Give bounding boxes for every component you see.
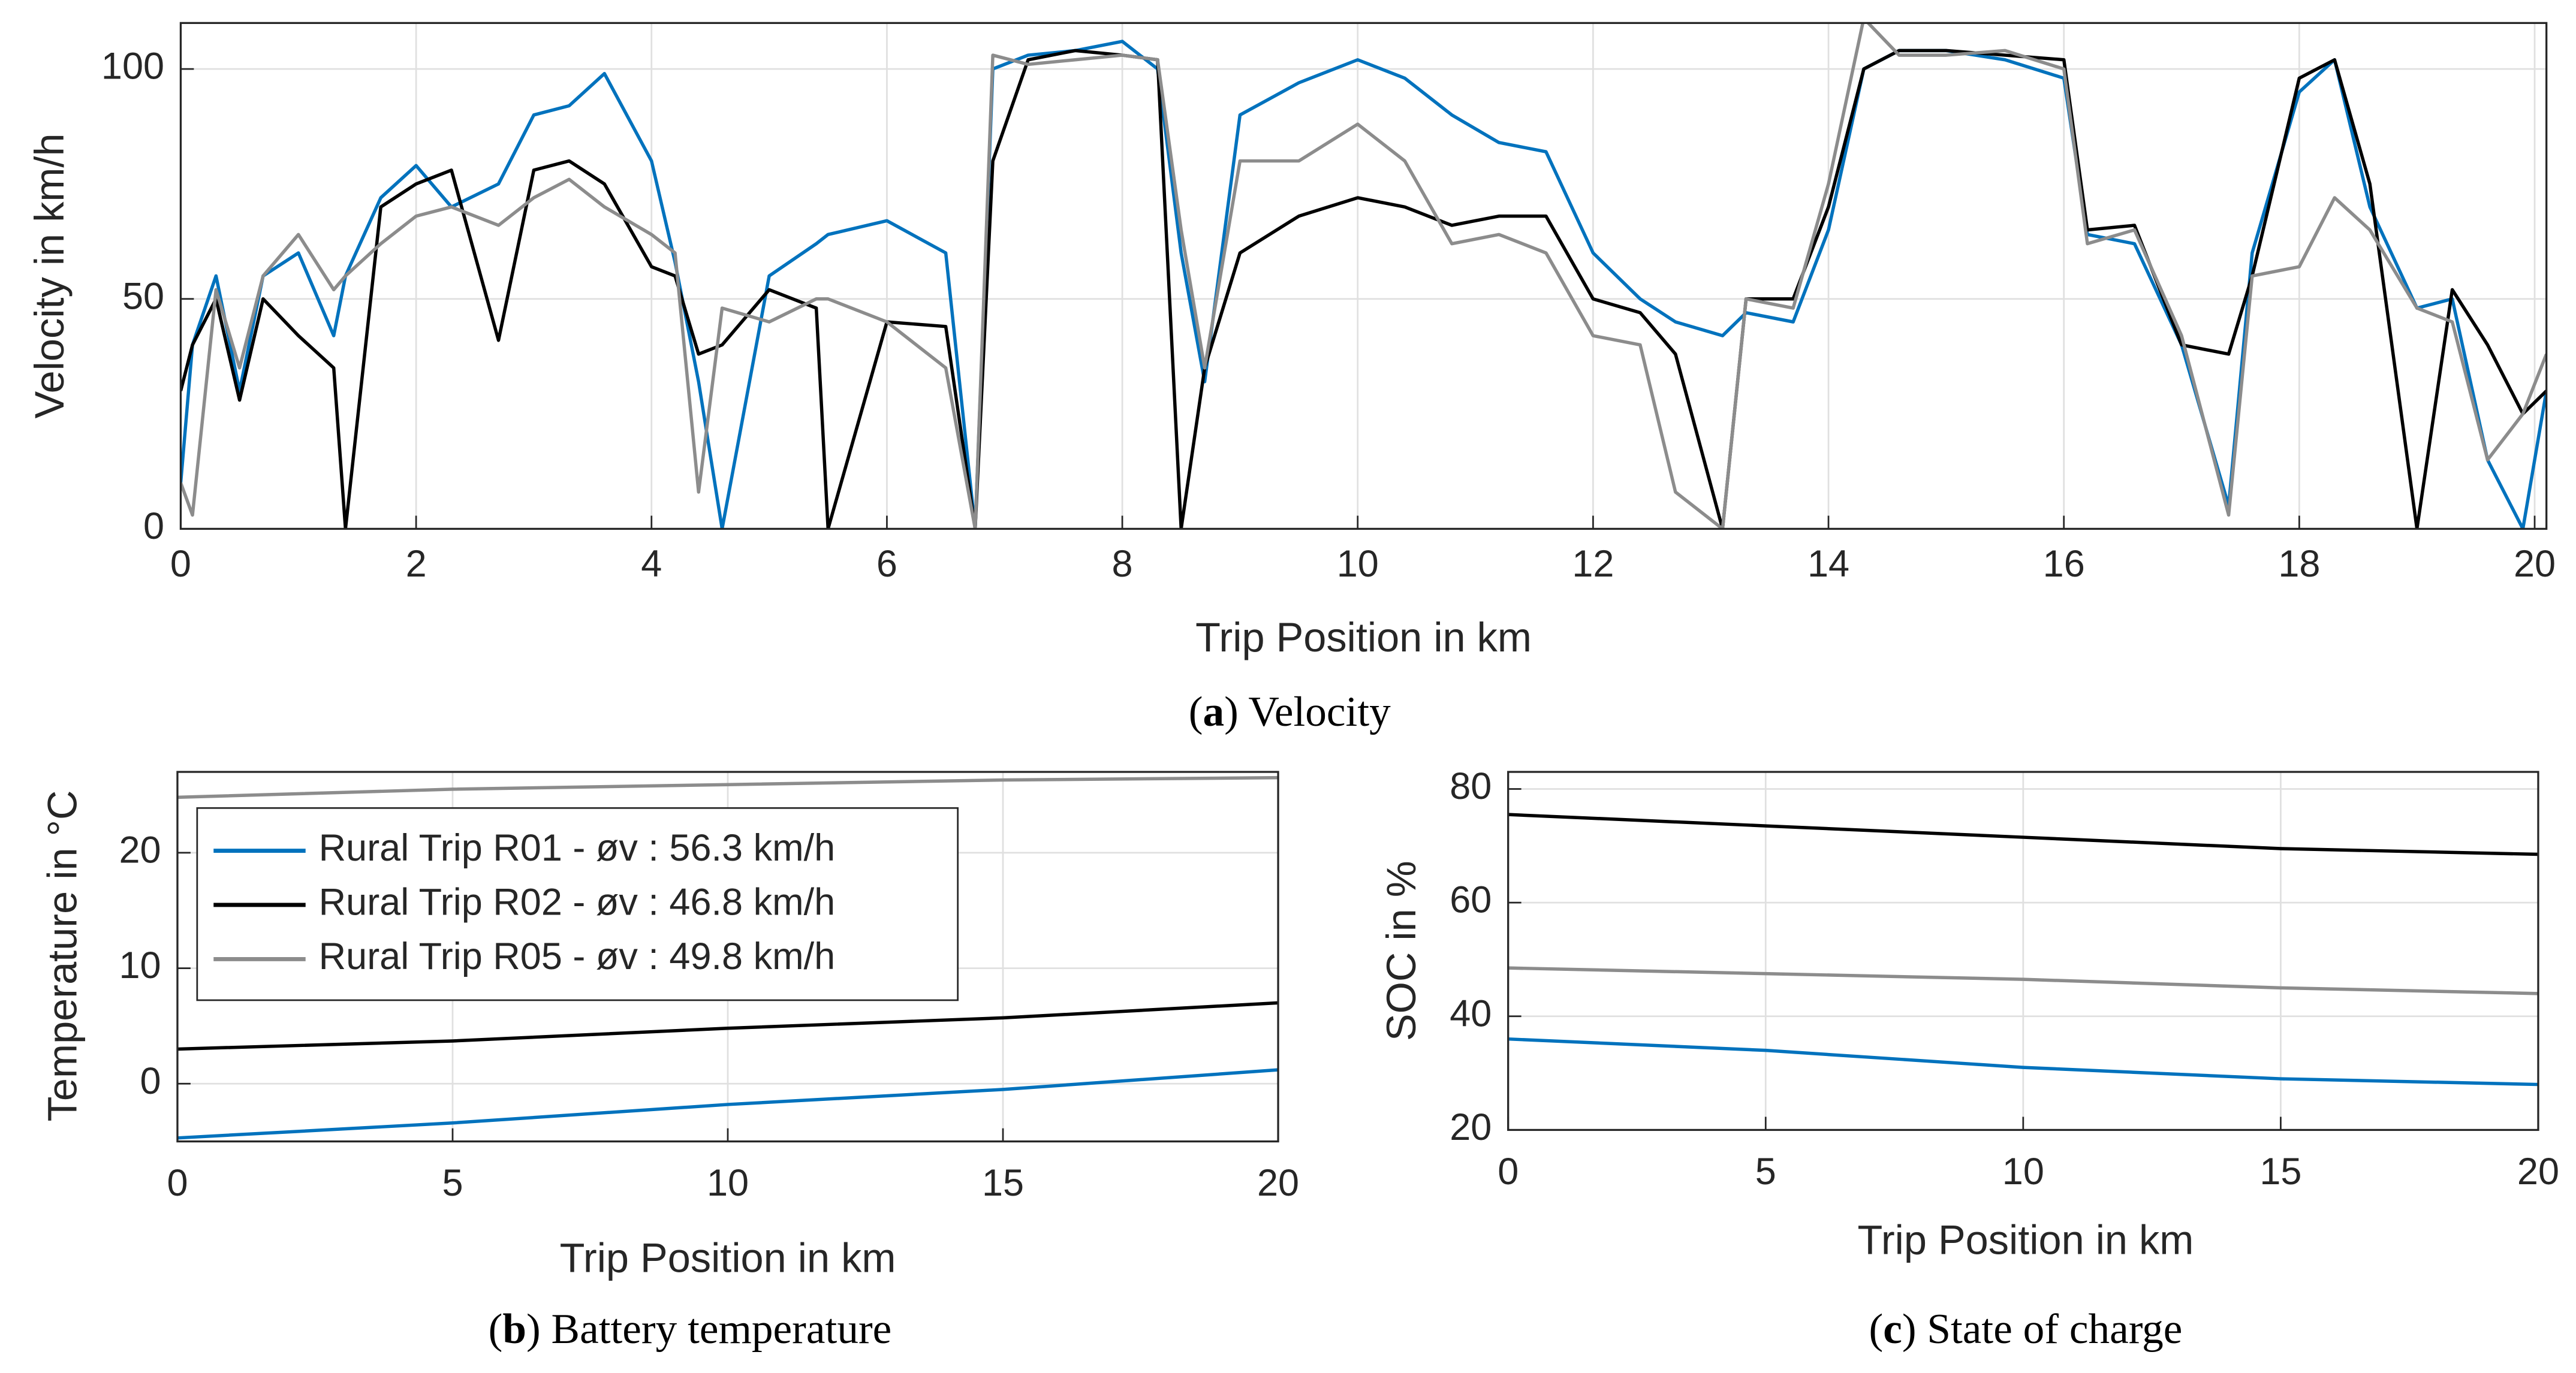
x-tick-label: 0 bbox=[167, 1162, 188, 1204]
caption-part: ) State of charge bbox=[1902, 1306, 2183, 1353]
series-line bbox=[177, 1001, 1279, 1051]
caption-part: ( bbox=[489, 1306, 503, 1353]
y-tick-label: 40 bbox=[1450, 992, 1492, 1034]
plot-frame bbox=[176, 771, 1279, 1143]
series-line bbox=[180, 40, 2547, 529]
x-tick-label: 6 bbox=[876, 543, 897, 585]
caption: (a) Velocity bbox=[1189, 689, 1391, 735]
x-tick-label: 0 bbox=[1498, 1151, 1519, 1193]
y-axis-label: Velocity in km/h bbox=[26, 133, 73, 418]
x-tick-label: 8 bbox=[1112, 543, 1133, 585]
y-tick-label: 60 bbox=[1450, 879, 1492, 921]
y-tick-label: 100 bbox=[101, 46, 164, 87]
caption-part: ( bbox=[1869, 1306, 1884, 1353]
x-tick-label: 10 bbox=[1337, 543, 1379, 585]
legend-label: Rural Trip R02 - øv : 46.8 km/h bbox=[319, 882, 835, 924]
legend-label: Rural Trip R05 - øv : 49.8 km/h bbox=[319, 936, 835, 977]
plot-area bbox=[180, 23, 2547, 529]
x-tick-label: 20 bbox=[2517, 1151, 2559, 1193]
caption-part: ) Battery temperature bbox=[526, 1306, 891, 1353]
series-line bbox=[1508, 966, 2538, 995]
series-line bbox=[1508, 813, 2538, 856]
y-tick-label: 10 bbox=[119, 944, 161, 986]
y-axis-label: Temperature in °C bbox=[40, 790, 86, 1122]
y-tick-label: 0 bbox=[140, 1060, 161, 1102]
y-tick-label: 20 bbox=[1450, 1106, 1492, 1148]
y-tick-label: 20 bbox=[119, 829, 161, 871]
y-axis-label: SOC in % bbox=[1378, 861, 1424, 1041]
plot-frame bbox=[179, 22, 2548, 530]
caption: (c) State of charge bbox=[1869, 1306, 2183, 1353]
plot-frame bbox=[1507, 771, 2539, 1131]
x-axis-label: Trip Position in km bbox=[1858, 1217, 2194, 1263]
legend-label: Rural Trip R01 - øv : 56.3 km/h bbox=[319, 827, 835, 869]
series-line bbox=[177, 775, 1279, 799]
x-tick-label: 5 bbox=[442, 1162, 463, 1204]
legend-box bbox=[196, 807, 959, 1001]
caption-part: c bbox=[1883, 1306, 1902, 1353]
x-tick-label: 10 bbox=[707, 1162, 749, 1204]
y-tick-label: 50 bbox=[122, 275, 164, 317]
caption-part: ) Velocity bbox=[1224, 689, 1391, 735]
x-axis-label: Trip Position in km bbox=[1195, 614, 1532, 660]
x-tick-label: 20 bbox=[2514, 543, 2556, 585]
series-line bbox=[180, 23, 2547, 529]
series-line bbox=[1508, 1037, 2538, 1087]
caption-part: a bbox=[1203, 689, 1224, 735]
x-tick-label: 5 bbox=[1755, 1151, 1776, 1193]
y-tick-label: 80 bbox=[1450, 765, 1492, 807]
x-tick-label: 2 bbox=[406, 543, 427, 585]
x-tick-label: 0 bbox=[170, 543, 191, 585]
x-tick-label: 10 bbox=[2002, 1151, 2044, 1193]
x-tick-label: 15 bbox=[2259, 1151, 2301, 1193]
x-axis-label: Trip Position in km bbox=[560, 1235, 896, 1281]
x-tick-label: 14 bbox=[1807, 543, 1849, 585]
y-tick-label: 0 bbox=[143, 505, 164, 547]
x-tick-label: 16 bbox=[2043, 543, 2085, 585]
caption-part: ( bbox=[1189, 689, 1203, 735]
x-tick-label: 20 bbox=[1257, 1162, 1299, 1204]
x-tick-label: 12 bbox=[1572, 543, 1614, 585]
x-tick-label: 15 bbox=[982, 1162, 1024, 1204]
x-tick-label: 18 bbox=[2278, 543, 2320, 585]
series-line bbox=[177, 1068, 1279, 1140]
x-tick-label: 4 bbox=[641, 543, 662, 585]
caption: (b) Battery temperature bbox=[489, 1306, 892, 1353]
caption-part: b bbox=[502, 1306, 526, 1353]
